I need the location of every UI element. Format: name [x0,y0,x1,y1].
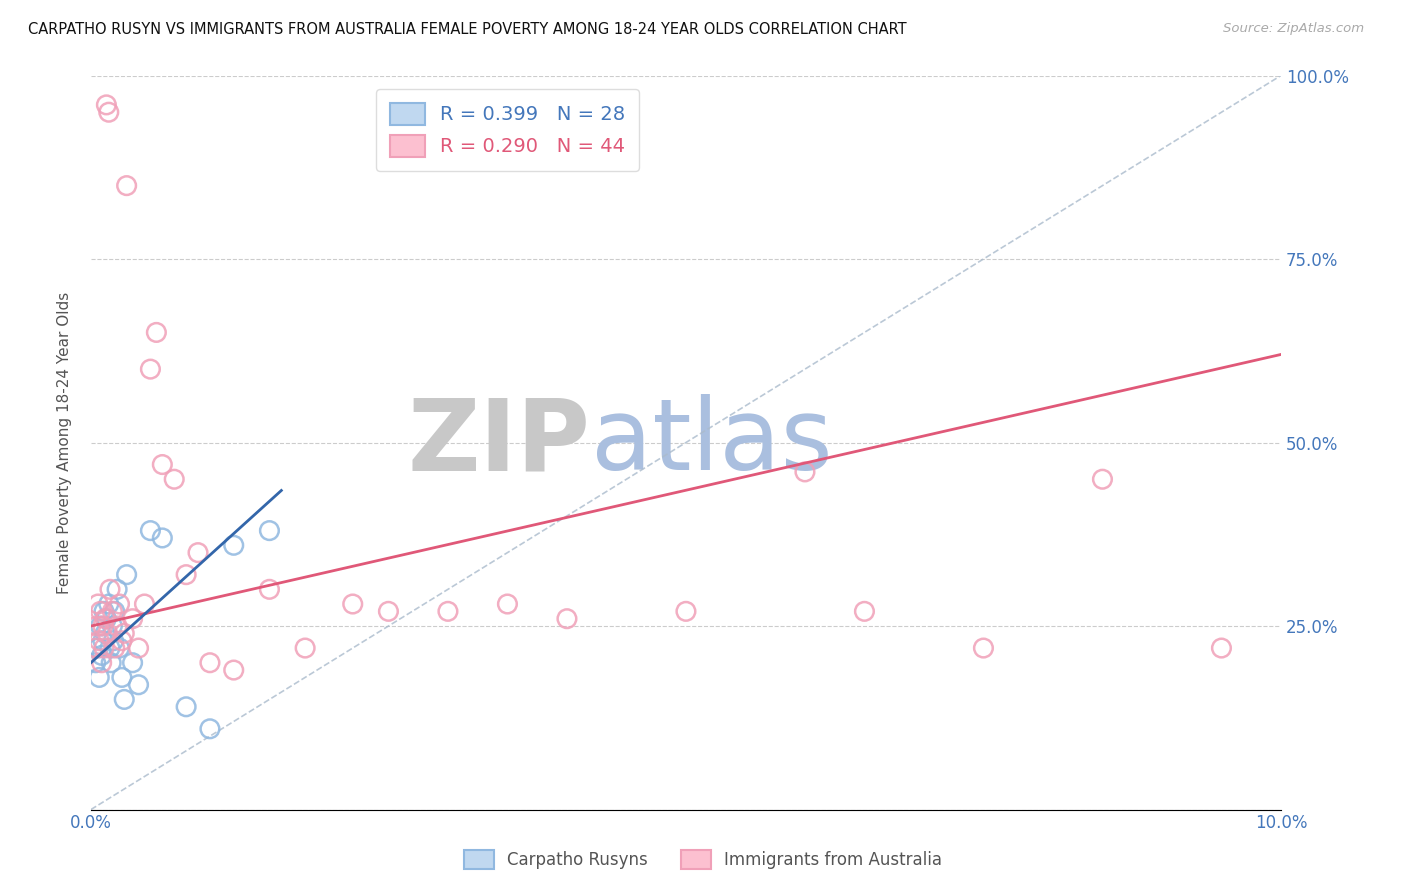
Point [96,98,118,112]
Point [174,567,197,582]
Point [121,656,143,670]
Point [174,699,197,714]
Y-axis label: Female Poverty Among 18-24 Year Olds: Female Poverty Among 18-24 Year Olds [58,292,72,594]
Point [259,524,281,538]
Point [101,604,124,618]
Point [104,604,127,618]
Point [89,670,111,684]
Point [97,626,120,640]
Point [342,597,364,611]
Point [94,612,117,626]
Point [187,546,209,560]
Point [115,567,138,582]
Point [90,648,112,663]
Point [150,458,173,472]
Legend: R = 0.399   N = 28, R = 0.290   N = 44: R = 0.399 N = 28, R = 0.290 N = 44 [375,89,638,170]
Point [150,531,173,545]
Point [103,633,125,648]
Text: Source: ZipAtlas.com: Source: ZipAtlas.com [1223,22,1364,36]
Point [198,656,221,670]
Point [87,597,110,611]
Point [89,633,111,648]
Point [98,641,121,656]
Point [84,641,107,656]
Point [139,524,162,538]
Point [105,582,128,597]
Point [91,633,114,648]
Point [496,597,519,611]
Text: ZIP: ZIP [408,394,591,491]
Point [108,597,131,611]
Point [84,656,107,670]
Point [112,626,135,640]
Point [111,633,134,648]
Point [1091,472,1114,486]
Legend: Carpatho Rusyns, Immigrants from Australia: Carpatho Rusyns, Immigrants from Austral… [454,840,952,880]
Point [853,604,876,618]
Point [222,663,245,677]
Point [128,641,150,656]
Point [100,656,122,670]
Point [97,597,120,611]
Point [115,178,138,193]
Point [104,641,127,656]
Text: CARPATHO RUSYN VS IMMIGRANTS FROM AUSTRALIA FEMALE POVERTY AMONG 18-24 YEAR OLDS: CARPATHO RUSYN VS IMMIGRANTS FROM AUSTRA… [28,22,907,37]
Point [93,641,115,656]
Point [96,612,118,626]
Point [1211,641,1233,656]
Point [101,619,124,633]
Point [111,670,134,684]
Point [259,582,281,597]
Point [555,612,578,626]
Point [163,472,186,486]
Point [222,538,245,552]
Point [91,619,114,633]
Point [437,604,460,618]
Point [98,582,121,597]
Point [198,722,221,736]
Point [294,641,316,656]
Point [94,626,117,640]
Text: atlas: atlas [591,394,832,491]
Point [128,678,150,692]
Point [134,597,156,611]
Point [86,619,108,633]
Point [145,326,167,340]
Point [87,641,110,656]
Point [89,619,111,633]
Point [112,692,135,706]
Point [794,465,817,479]
Point [108,641,131,656]
Point [121,612,143,626]
Point [97,105,120,120]
Point [89,604,111,618]
Point [105,619,128,633]
Point [377,604,399,618]
Point [93,604,115,618]
Point [90,656,112,670]
Point [972,641,994,656]
Point [675,604,697,618]
Point [139,362,162,376]
